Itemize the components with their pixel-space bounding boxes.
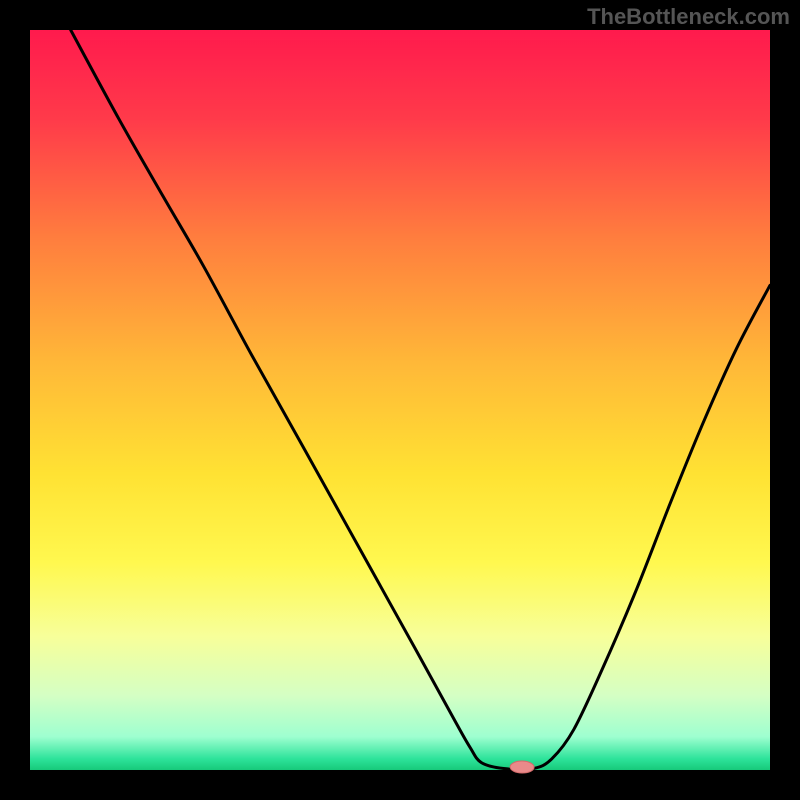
chart-svg bbox=[0, 0, 800, 800]
gradient-background bbox=[30, 30, 770, 770]
optimum-marker bbox=[510, 761, 534, 773]
chart-container: TheBottleneck.com bbox=[0, 0, 800, 800]
